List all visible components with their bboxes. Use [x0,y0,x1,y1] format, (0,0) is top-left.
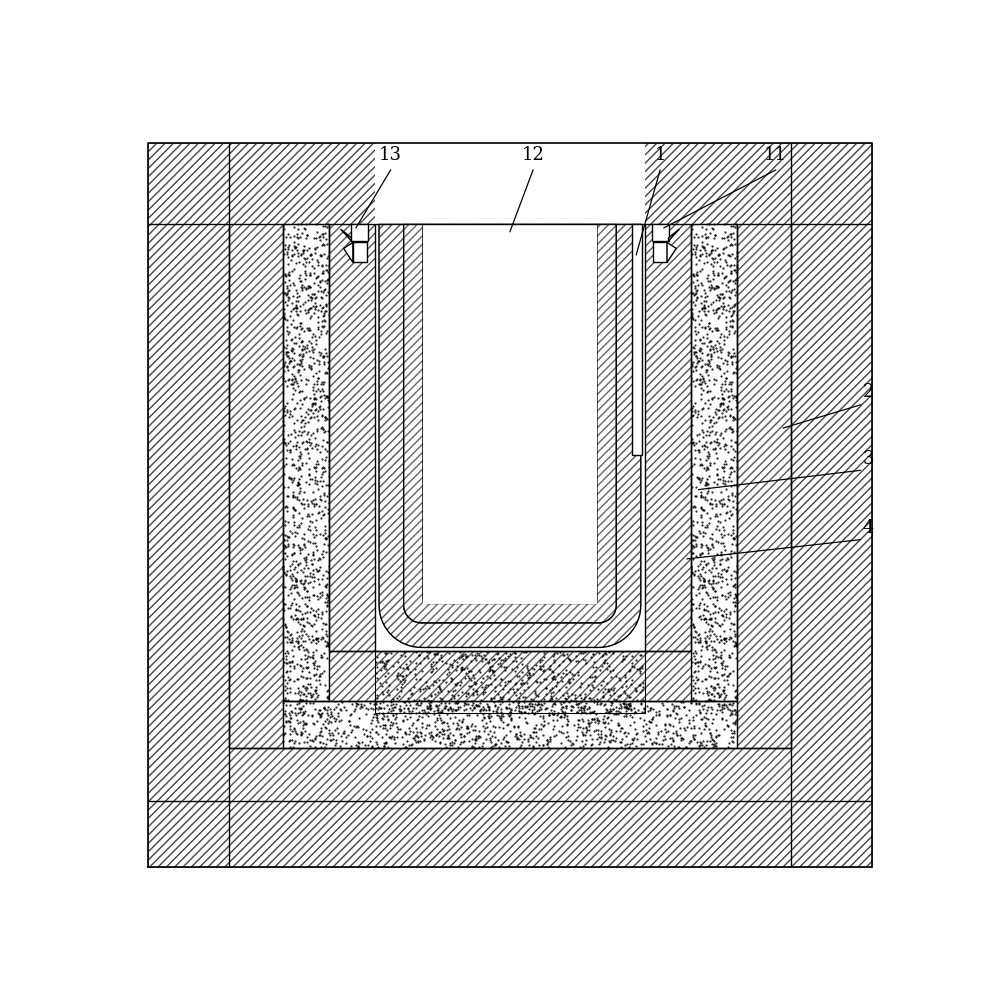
Bar [353,242,367,262]
Bar [375,651,644,713]
Polygon shape [343,242,353,262]
Bar [375,143,644,224]
Text: 1: 1 [654,146,665,164]
Polygon shape [329,224,375,651]
Bar [422,224,596,604]
Text: 3: 3 [862,450,873,468]
Bar [351,224,368,241]
Text: 13: 13 [379,146,402,164]
Bar [282,701,737,748]
Polygon shape [229,224,282,748]
Polygon shape [737,224,790,748]
Polygon shape [229,748,790,801]
Text: 2: 2 [862,383,873,401]
Polygon shape [422,224,596,604]
Polygon shape [148,143,229,867]
Polygon shape [404,224,615,623]
Polygon shape [229,801,790,867]
Bar [690,224,737,701]
Bar [375,224,644,651]
Polygon shape [790,143,871,867]
Bar [652,242,666,262]
Text: 4: 4 [862,519,873,537]
Polygon shape [329,651,690,701]
Bar [632,224,641,455]
Polygon shape [229,143,790,224]
Bar [651,224,668,241]
Polygon shape [668,229,679,241]
Bar [282,224,329,701]
Polygon shape [379,224,640,647]
Polygon shape [644,224,690,651]
Text: 12: 12 [521,146,544,164]
Polygon shape [666,242,676,262]
Polygon shape [340,229,351,241]
Text: 11: 11 [763,146,786,164]
Polygon shape [404,224,615,623]
